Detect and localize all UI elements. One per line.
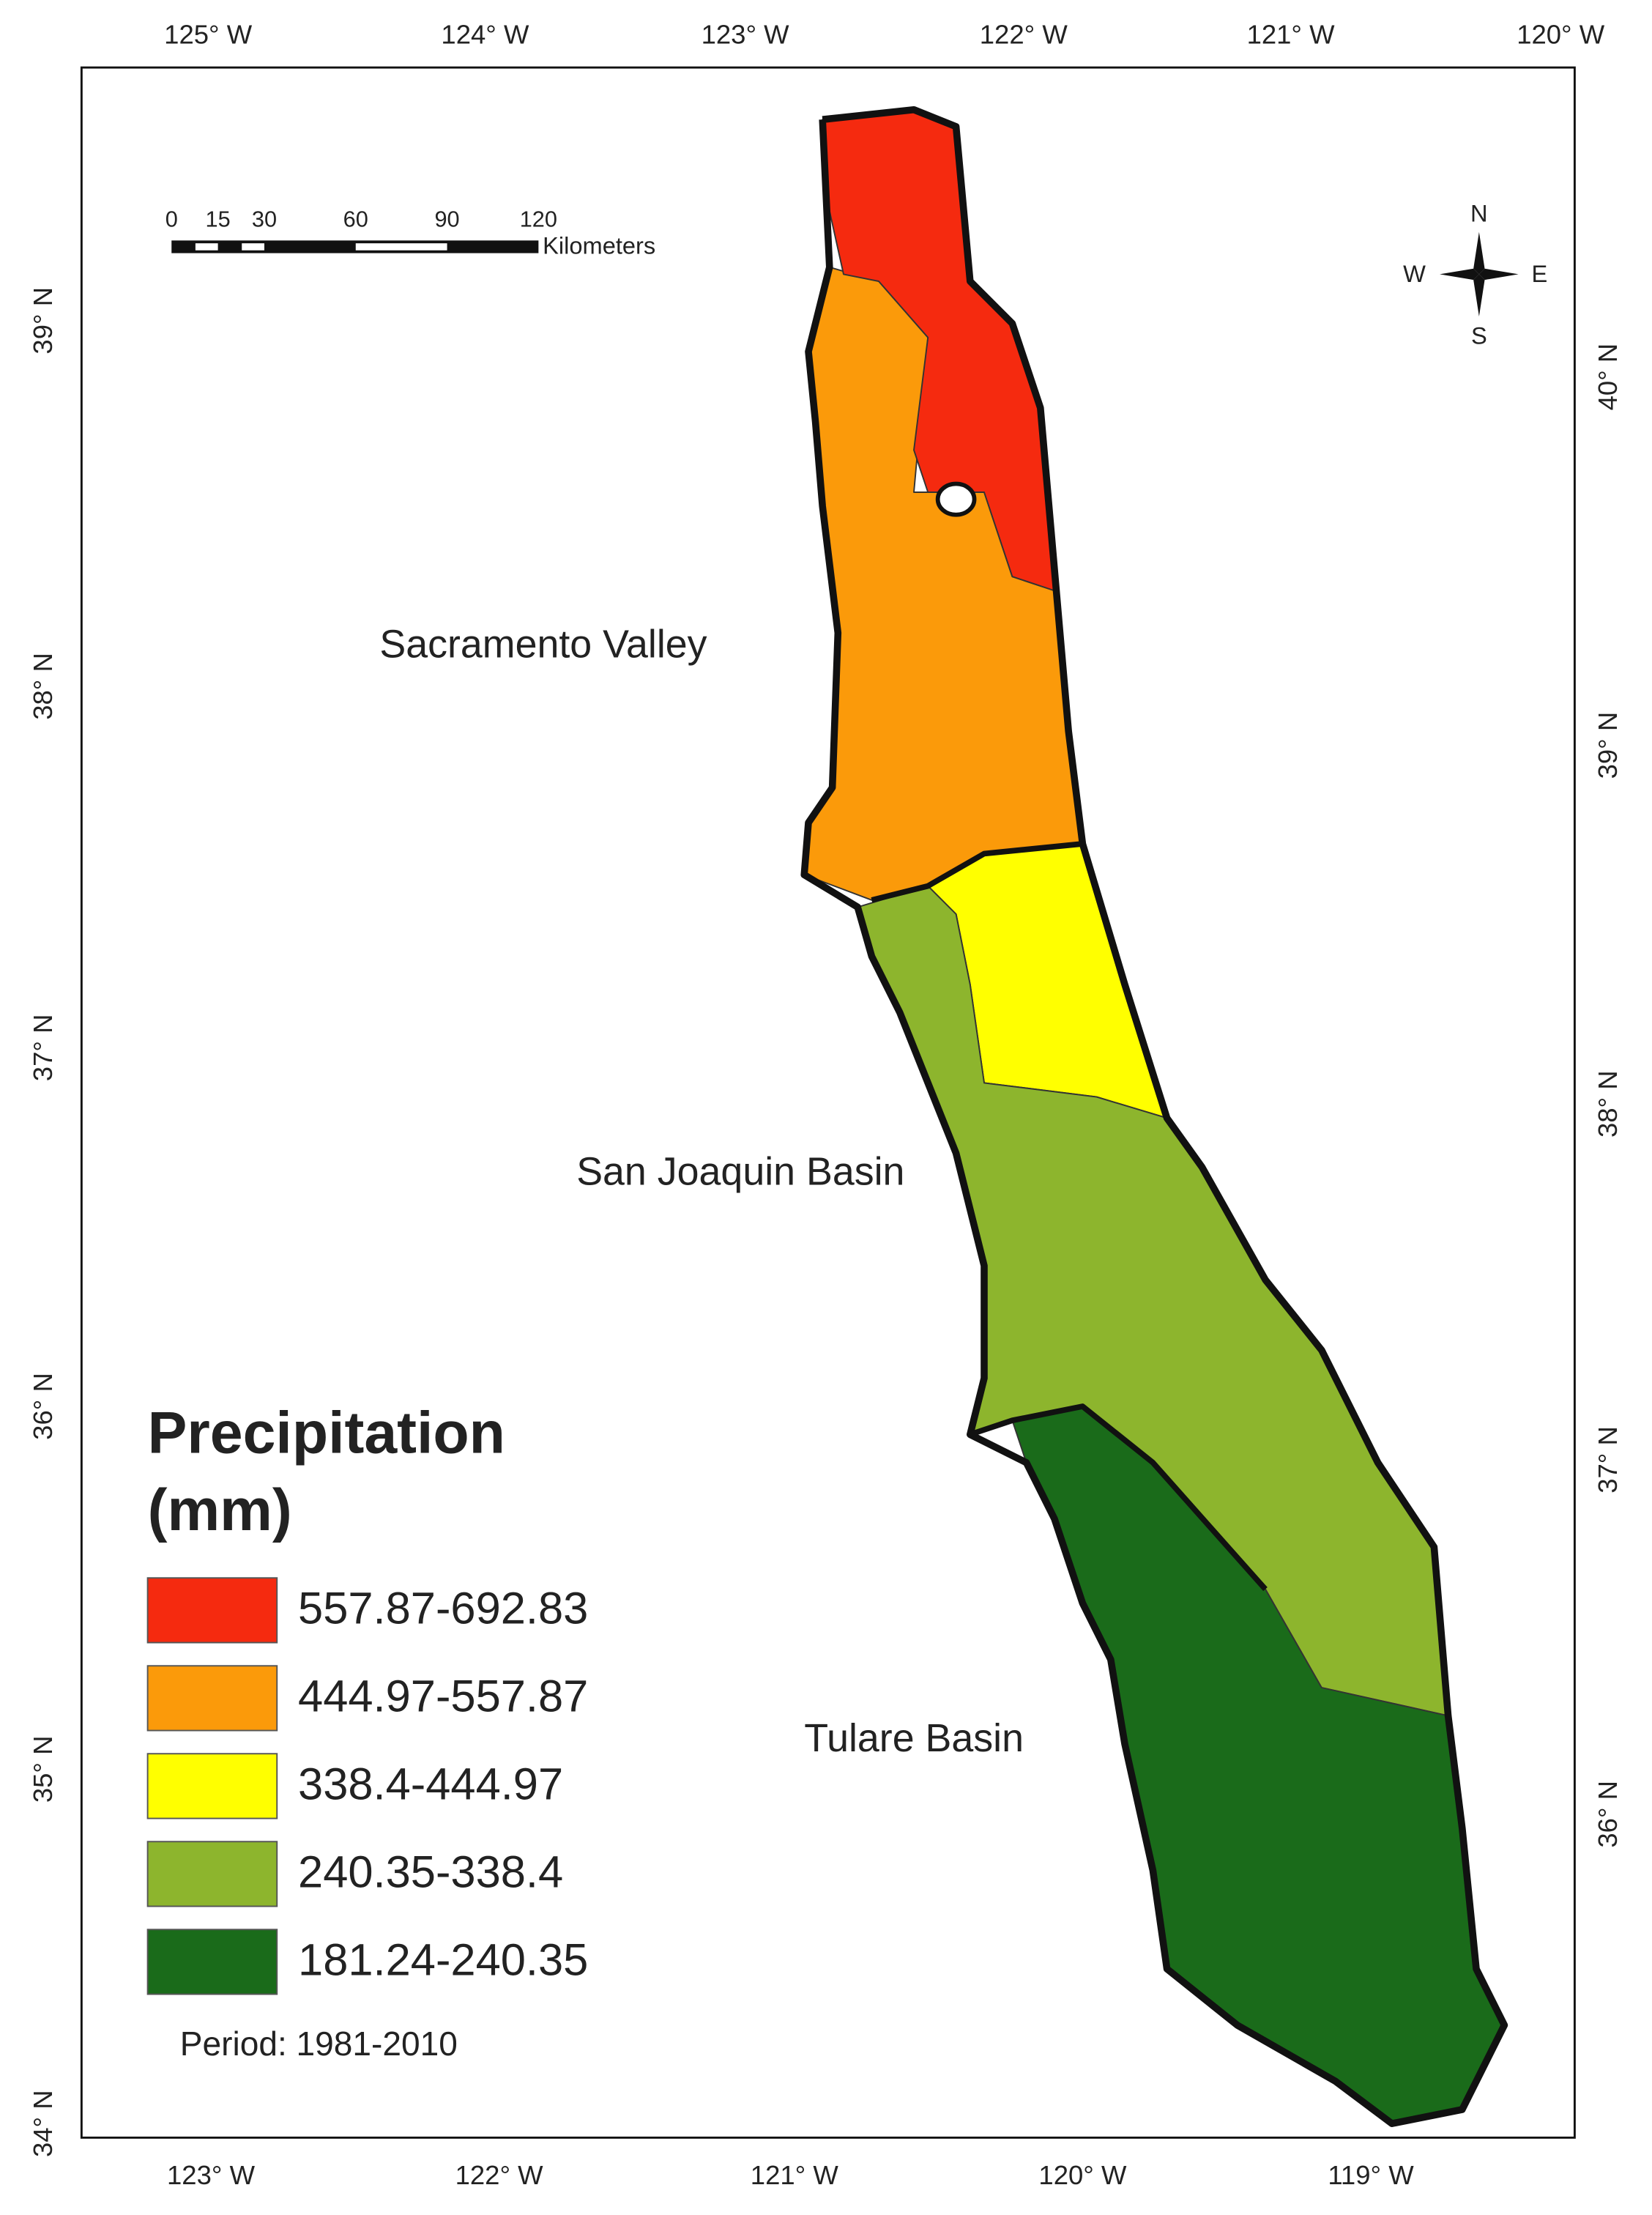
legend-title: (mm) [148, 1477, 292, 1543]
map-regions [800, 105, 1508, 2127]
legend-swatch [146, 1665, 278, 1732]
period-note: Period: 1981-2010 [180, 2025, 458, 2063]
legend-swatch [146, 1841, 278, 1907]
scale-bar-tick-label: 120 [520, 207, 557, 232]
top-axis-label: 120° W [1517, 20, 1605, 50]
compass-east: E [1532, 260, 1548, 287]
bottom-axis-label: 120° W [1038, 2160, 1127, 2190]
right-axis-label: 39° N [1593, 712, 1623, 779]
scale-bar-tick-label: 0 [165, 207, 178, 232]
left-axis-label: 36° N [28, 1373, 58, 1440]
legend-swatch [146, 1929, 278, 1995]
scale-bar [171, 240, 539, 253]
bottom-axis-label: 119° W [1328, 2160, 1414, 2190]
compass-south: S [1471, 322, 1487, 349]
bottom-axis-label: 122° W [455, 2160, 544, 2190]
top-axis-label: 125° W [164, 20, 253, 50]
left-axis-label: 34° N [28, 2090, 58, 2157]
scale-bar-unit: Kilometers [543, 232, 655, 259]
hole [935, 481, 977, 517]
basin-divide [871, 841, 1083, 903]
right-axis-label: 38° N [1593, 1070, 1623, 1138]
basin-outline [800, 105, 1508, 2127]
legend-label: 444.97-557.87 [298, 1672, 588, 1722]
legend-label: 240.35-338.4 [298, 1847, 563, 1898]
map-frame [80, 66, 1576, 2139]
scale-bar-tick-label: 90 [434, 207, 459, 232]
compass-west: W [1403, 260, 1426, 287]
legend-label: 338.4-444.97 [298, 1759, 563, 1810]
basin-divide [969, 1403, 1268, 1592]
left-axis-label: 39° N [28, 287, 58, 355]
top-axis-label: 121° W [1247, 20, 1336, 50]
legend-swatch [146, 1753, 278, 1819]
bottom-axis-label: 121° W [751, 2160, 839, 2190]
top-axis-label: 122° W [980, 20, 1068, 50]
right-axis-label: 37° N [1593, 1426, 1623, 1494]
region-label: Tulare Basin [804, 1716, 1024, 1760]
legend-label: 557.87-692.83 [298, 1584, 588, 1634]
scale-bar-tick-label: 15 [206, 207, 231, 232]
scale-bar-segment [242, 243, 264, 251]
bottom-axis-label: 123° W [167, 2160, 256, 2190]
legend-title: Precipitation [148, 1400, 505, 1466]
region-label: San Joaquin Basin [576, 1149, 904, 1193]
left-axis-label: 38° N [28, 653, 58, 720]
scale-bar-tick-label: 60 [343, 207, 368, 232]
compass-north: N [1470, 199, 1488, 226]
region-label: Sacramento Valley [379, 622, 707, 666]
compass-rose [1440, 231, 1519, 316]
left-axis-label: 35° N [28, 1736, 58, 1803]
left-axis-label: 37° N [28, 1014, 58, 1082]
top-axis-label: 123° W [702, 20, 790, 50]
scale-bar-segment [355, 243, 447, 251]
legend-label: 181.24-240.35 [298, 1935, 588, 1986]
scale-bar-body [171, 240, 539, 253]
scale-bar-segment [195, 243, 218, 251]
scale-bar-tick-label: 30 [252, 207, 277, 232]
right-axis-label: 36° N [1593, 1781, 1623, 1848]
right-axis-label: 40° N [1593, 344, 1623, 411]
top-axis-label: 124° W [441, 20, 529, 50]
legend-swatch [146, 1577, 278, 1644]
